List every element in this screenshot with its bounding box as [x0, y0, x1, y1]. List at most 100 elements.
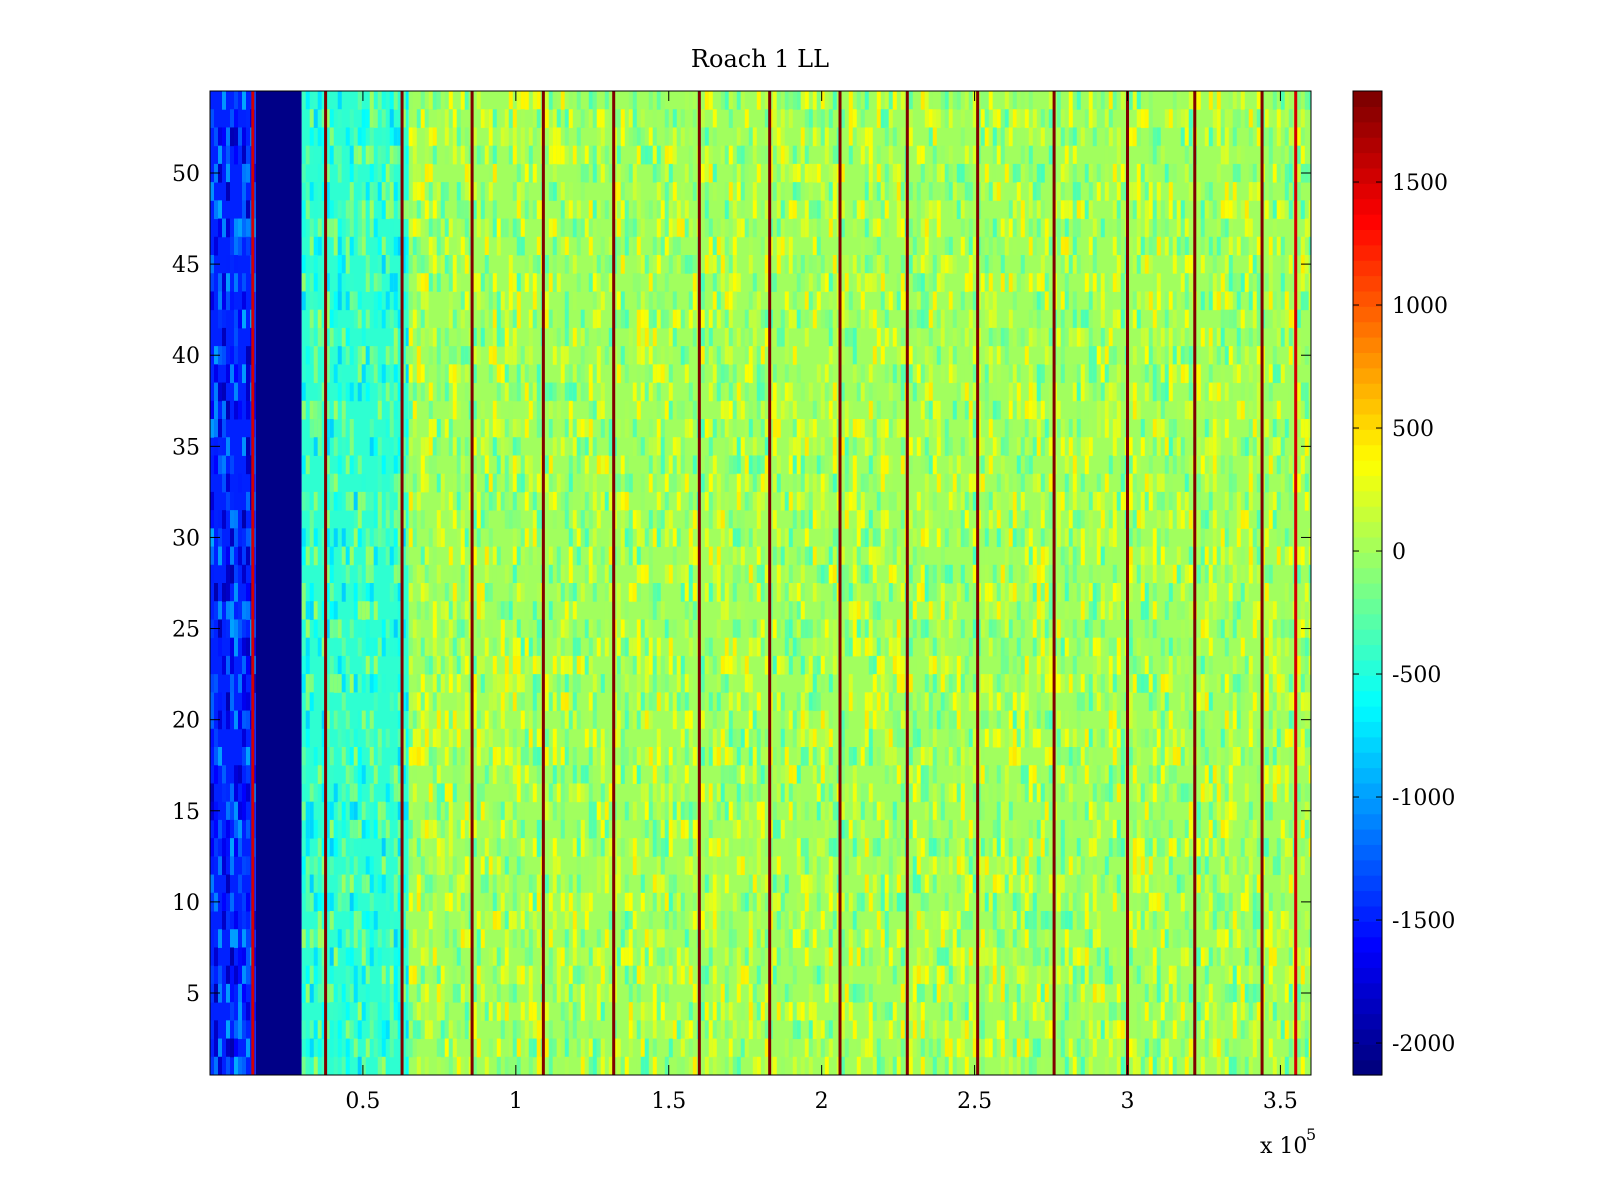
heatmap-cell	[480, 182, 485, 201]
heatmap-cell	[218, 510, 222, 529]
heatmap-cell	[764, 419, 769, 438]
heatmap-cell	[792, 309, 797, 329]
heatmap-cell	[238, 236, 242, 256]
heatmap-cell	[824, 491, 829, 511]
heatmap-cell	[464, 801, 469, 821]
heatmap-cell	[226, 801, 230, 821]
heatmap-cell	[672, 765, 677, 784]
heatmap-cell	[309, 491, 314, 511]
heatmap-cell	[792, 801, 797, 821]
heatmap-cell	[736, 528, 741, 548]
heatmap-cell	[576, 783, 581, 803]
heatmap-cell	[664, 674, 669, 693]
heatmap-cell	[724, 346, 729, 365]
heatmap-cell	[305, 983, 310, 1003]
heatmap-cell	[820, 801, 825, 821]
heatmap-cell	[381, 145, 386, 165]
heatmap-cell	[688, 528, 693, 548]
heatmap-cell	[688, 510, 693, 529]
heatmap-cell	[444, 710, 449, 730]
heatmap-cell	[584, 364, 589, 384]
heatmap-cell	[744, 564, 749, 584]
heatmap-cell	[888, 1020, 893, 1040]
heatmap-cell	[820, 637, 825, 657]
heatmap-cell	[764, 838, 769, 857]
heatmap-cell	[580, 1056, 585, 1076]
heatmap-cell	[632, 91, 637, 110]
heatmap-cell	[548, 327, 553, 347]
heatmap-cell	[656, 382, 661, 402]
heatmap-cell	[397, 127, 402, 147]
heatmap-cell	[704, 692, 709, 712]
heatmap-cell	[548, 929, 553, 948]
heatmap-cell	[716, 838, 721, 857]
heatmap-cell	[484, 145, 489, 165]
heatmap-cell	[624, 400, 629, 420]
heatmap-cell	[808, 1056, 813, 1076]
heatmap-cell	[345, 801, 350, 821]
heatmap-cell	[337, 145, 342, 165]
heatmap-cell	[664, 109, 669, 128]
heatmap-cell	[864, 637, 869, 657]
heatmap-cell	[788, 947, 793, 967]
heatmap-cell	[524, 382, 529, 402]
heatmap-cell	[408, 291, 413, 311]
heatmap-cell	[572, 1020, 577, 1040]
heatmap-cell	[668, 765, 673, 784]
heatmap-cell	[748, 947, 753, 967]
heatmap-cell	[860, 127, 865, 147]
heatmap-cell	[640, 255, 645, 274]
heatmap-cell	[321, 728, 326, 748]
heatmap-cell	[588, 419, 593, 438]
heatmap-cell	[548, 1020, 553, 1040]
heatmap-cell	[412, 619, 417, 639]
heatmap-cell	[373, 674, 378, 693]
heatmap-cell	[580, 382, 585, 402]
heatmap-cell	[405, 1020, 409, 1040]
heatmap-cell	[772, 619, 777, 639]
heatmap-cell	[832, 528, 837, 548]
heatmap-cell	[397, 236, 402, 256]
heatmap-cell	[428, 564, 433, 584]
heatmap-cell	[740, 619, 745, 639]
heatmap-cell	[868, 182, 873, 201]
heatmap-cell	[800, 710, 805, 730]
heatmap-cell	[860, 528, 865, 548]
heatmap-cell	[692, 109, 697, 128]
heatmap-cell	[532, 1038, 537, 1058]
heatmap-cell	[744, 892, 749, 912]
heatmap-cell	[812, 255, 817, 274]
heatmap-cell	[504, 327, 509, 347]
heatmap-cell	[800, 382, 805, 402]
heatmap-cell	[428, 947, 433, 967]
heatmap-cell	[377, 637, 382, 657]
heatmap-cell	[876, 419, 881, 438]
heatmap-cell	[389, 437, 394, 456]
heatmap-cell	[428, 291, 433, 311]
heatmap-cell	[226, 364, 230, 384]
heatmap-cell	[230, 255, 234, 274]
heatmap-cell	[688, 710, 693, 730]
heatmap-cell	[373, 692, 378, 712]
heatmap-cell	[512, 1038, 517, 1058]
heatmap-cell	[640, 327, 645, 347]
heatmap-cell	[668, 692, 673, 712]
heatmap-cell	[624, 947, 629, 967]
heatmap-cell	[373, 819, 378, 839]
heatmap-cell	[444, 1056, 449, 1076]
heatmap-cell	[556, 674, 561, 693]
heatmap-cell	[345, 655, 350, 675]
heatmap-cell	[532, 528, 537, 548]
heatmap-cell	[700, 911, 705, 930]
heatmap-cell	[848, 491, 853, 511]
heatmap-cell	[864, 163, 869, 183]
heatmap-cell	[528, 309, 533, 329]
heatmap-cell	[608, 419, 613, 438]
heatmap-cell	[301, 291, 306, 311]
heatmap-cell	[872, 273, 877, 292]
heatmap-cell	[464, 182, 469, 201]
heatmap-cell	[884, 510, 889, 529]
heatmap-cell	[246, 218, 250, 238]
heatmap-cell	[728, 218, 733, 238]
heatmap-cell	[872, 218, 877, 238]
